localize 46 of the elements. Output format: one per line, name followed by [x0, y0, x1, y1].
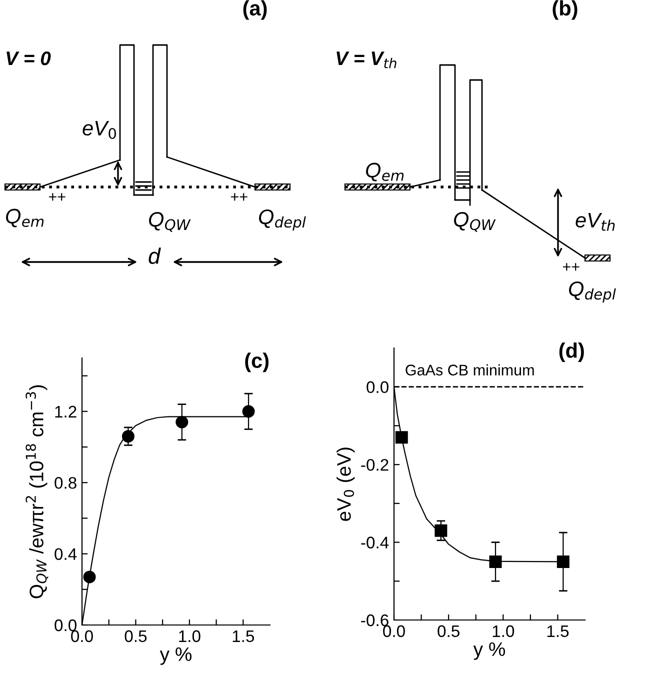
point [122, 430, 134, 443]
x-tick-label: 0.0 [383, 625, 405, 638]
y-tick-label: 0.4 [54, 548, 77, 560]
point [489, 555, 502, 568]
x-tick-label: 1.0 [179, 630, 200, 642]
text: ++ [562, 263, 580, 271]
text: V = 0 [6, 51, 51, 66]
x-tick-label: 1.0 [492, 625, 514, 638]
chart-title: (d) [559, 342, 584, 362]
point [556, 555, 570, 568]
text: Q$_{em}$ [6, 208, 44, 228]
point [83, 570, 96, 584]
ref-line-label: GaAs CB minimum [406, 364, 534, 376]
text: V = V$_{th}$ [336, 52, 396, 68]
text: Q$_{em}$ [366, 162, 404, 182]
text: eV$_{0}$ [82, 121, 116, 139]
text: (a) [243, 0, 267, 20]
text: d [148, 248, 161, 264]
chart-title: (c) [245, 352, 269, 372]
y-tick-label: 0.0 [366, 381, 388, 394]
y-tick-label: -0.6 [361, 614, 388, 626]
point [434, 524, 448, 537]
text: Q$_{QW}$ [149, 212, 191, 232]
text: Q$_{depl}$ [569, 281, 616, 302]
text: ++ [230, 193, 248, 201]
text: Q$_{depl}$ [259, 209, 306, 230]
y-tick-label: -0.2 [361, 458, 388, 471]
x-tick-label: 0.5 [438, 625, 460, 638]
text: eV$_{th}$ [576, 213, 615, 231]
x-axis-title: y % [160, 647, 192, 665]
y-tick-label: 1.2 [55, 406, 76, 418]
text: ++ [48, 193, 66, 201]
y-tick-label: 0.8 [54, 477, 76, 489]
text: Q$_{QW}$ /ewπr$^{2}$ (10$^{18}$ cm$^{−3}$) [26, 385, 48, 598]
x-tick-label: 0.0 [71, 630, 93, 642]
y-tick-label: -0.4 [361, 536, 389, 548]
x-tick-label: 1.5 [232, 630, 254, 642]
point [242, 405, 255, 418]
text: (b) [552, 0, 578, 20]
text: Q$_{QW}$ [454, 212, 496, 232]
point [176, 416, 188, 428]
x-tick-label: 0.5 [124, 630, 147, 642]
x-tick-label: 1.5 [547, 625, 569, 638]
point [395, 431, 408, 444]
x-axis-title: y % [473, 642, 506, 660]
y-axis-title: eV$_{0}$ (eV) [336, 448, 355, 521]
